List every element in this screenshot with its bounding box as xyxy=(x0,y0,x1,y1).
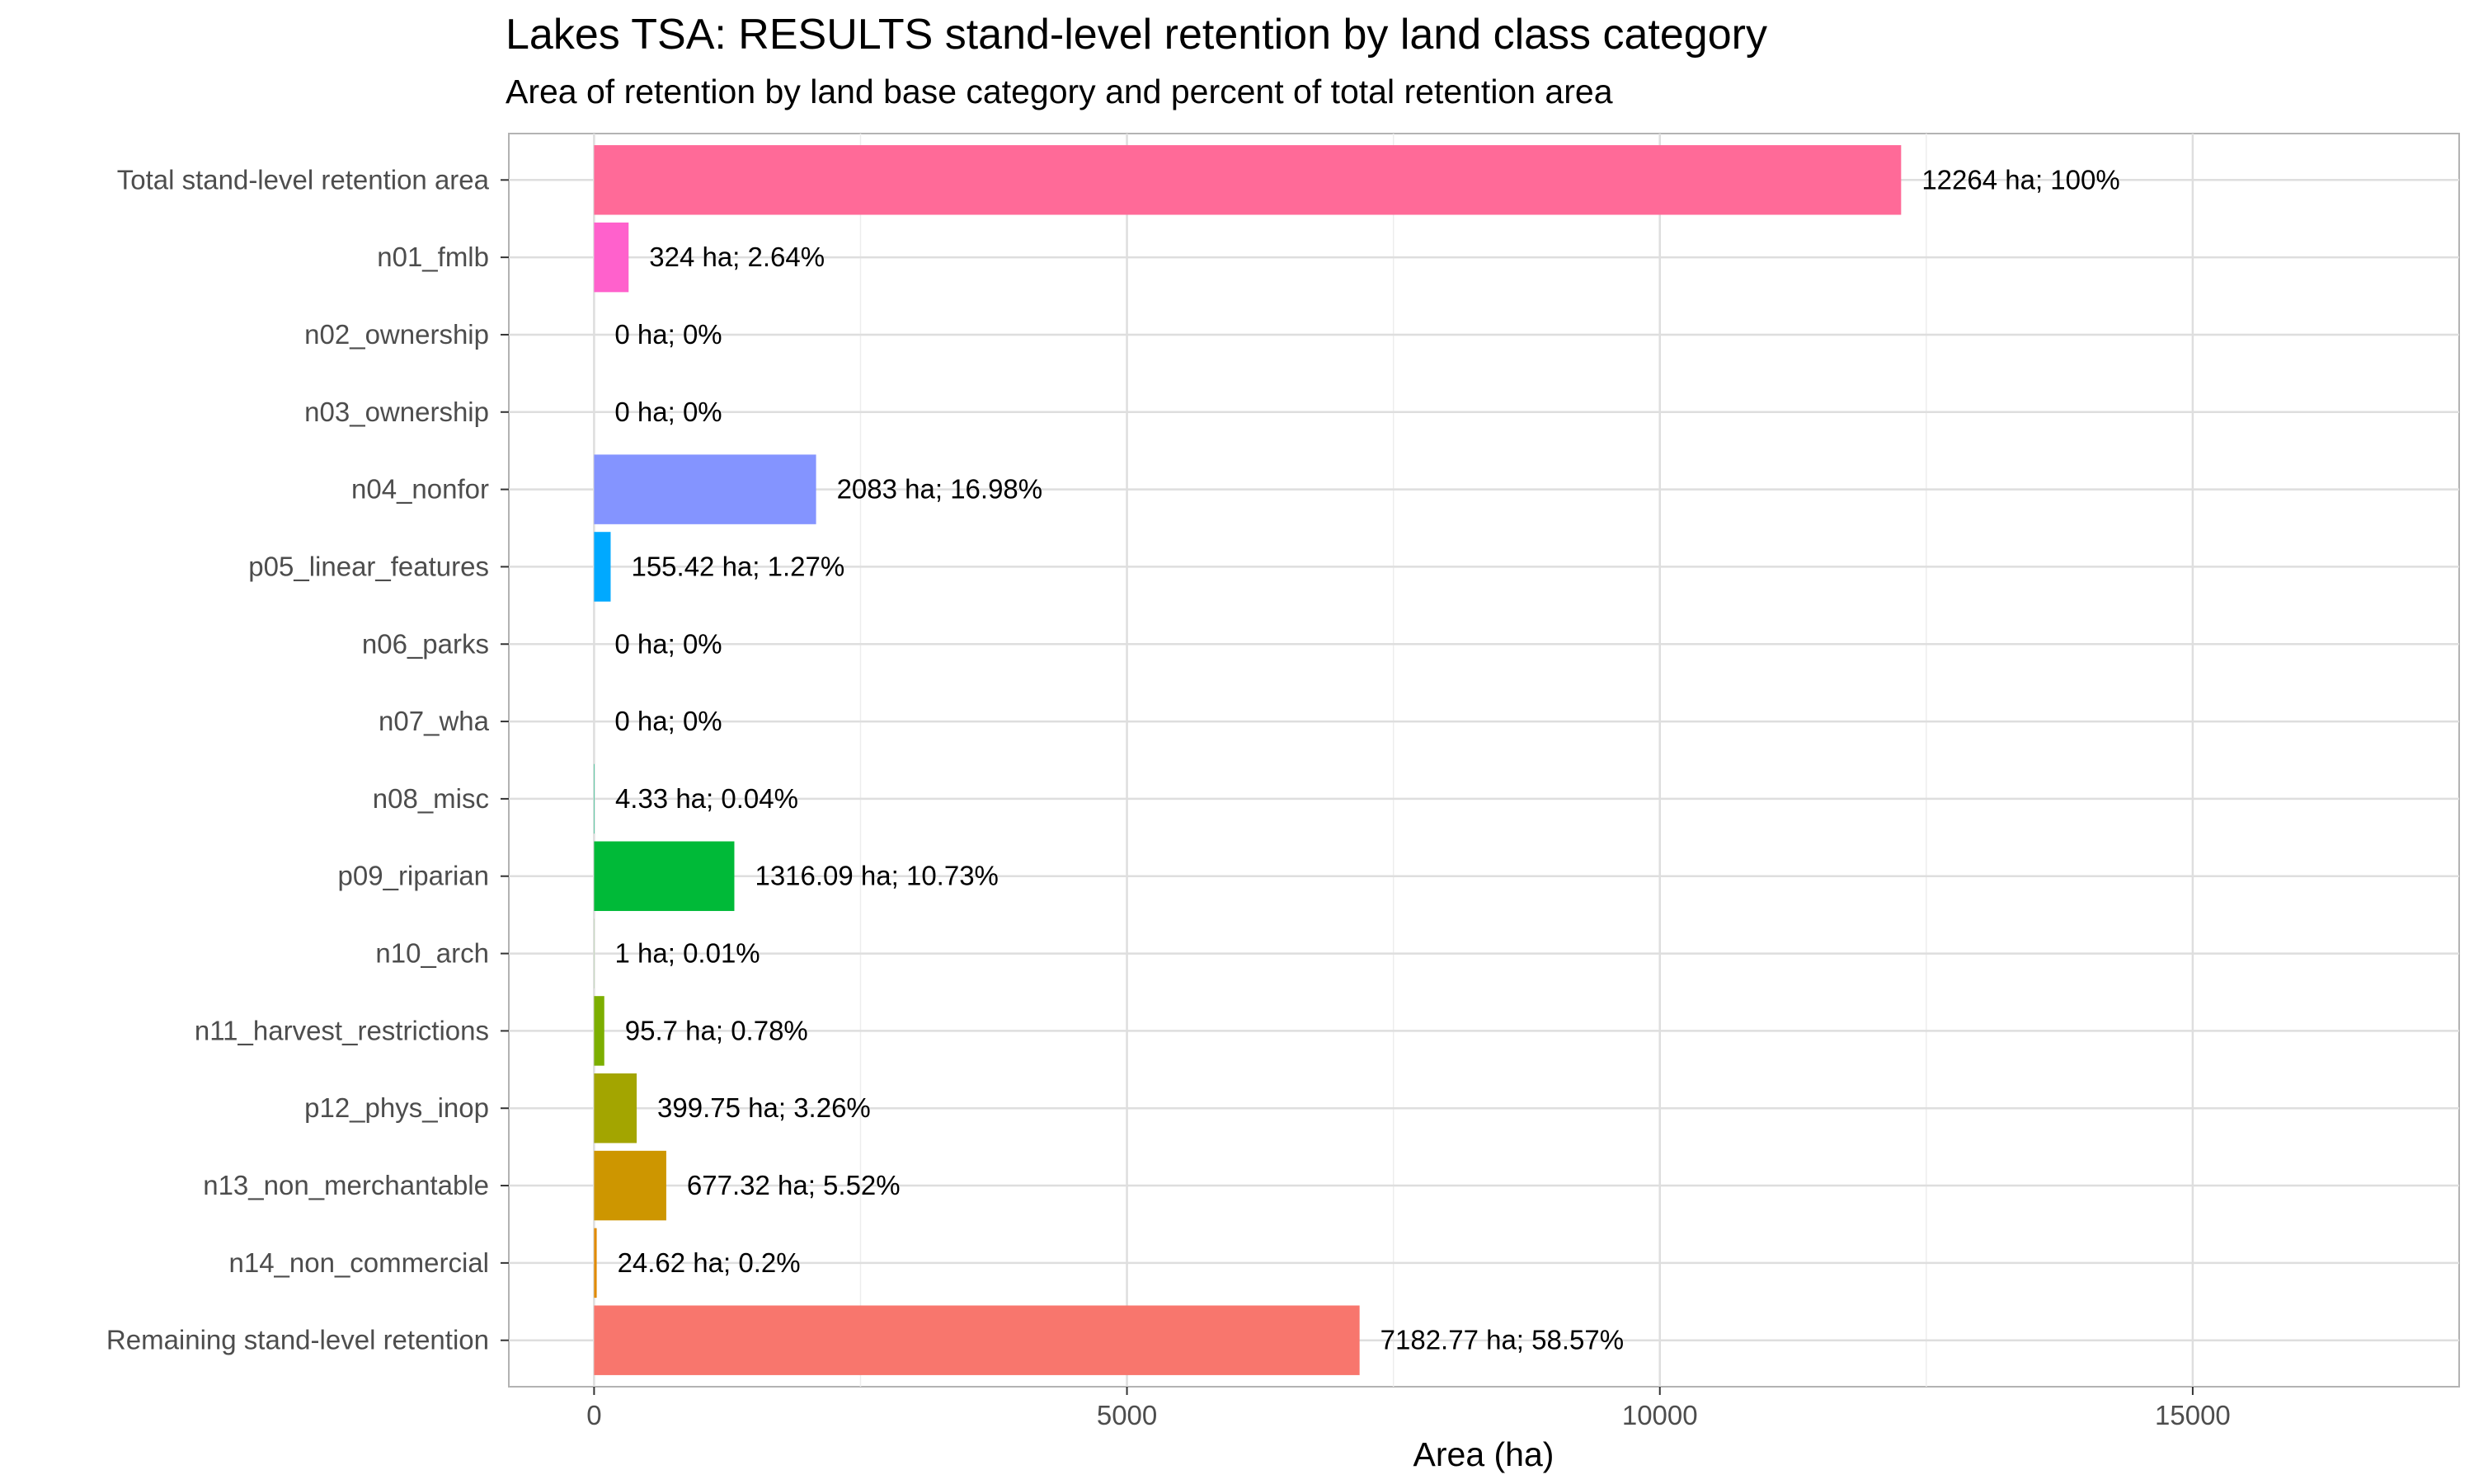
bar-value-label: 24.62 ha; 0.2% xyxy=(618,1247,801,1278)
chart-title: Lakes TSA: RESULTS stand-level retention… xyxy=(506,11,1767,59)
bar-value-label: 324 ha; 2.64% xyxy=(649,242,825,272)
x-tick-label: 10000 xyxy=(1622,1400,1698,1430)
y-tick-label: Total stand-level retention area xyxy=(117,164,490,195)
y-axis: Total stand-level retention area n01_fmlb… xyxy=(106,164,509,1355)
bars xyxy=(594,145,1902,1375)
x-axis: 0 5000 10000 15000 xyxy=(586,1387,2231,1430)
y-tick-label: n13_non_merchantable xyxy=(203,1170,489,1200)
bar xyxy=(594,763,595,834)
bar xyxy=(594,222,629,293)
y-tick-label: p12_phys_inop xyxy=(304,1092,489,1123)
bar xyxy=(594,996,604,1066)
bar-value-label: 1 ha; 0.01% xyxy=(615,938,760,969)
bar xyxy=(594,145,1902,215)
x-tick-label: 5000 xyxy=(1097,1400,1157,1430)
y-tick-label: n02_ownership xyxy=(304,319,489,350)
bar xyxy=(594,532,611,602)
bar xyxy=(594,454,816,524)
x-tick-label: 15000 xyxy=(2155,1400,2231,1430)
y-tick-label: p09_riparian xyxy=(338,861,489,891)
y-tick-label: Remaining stand-level retention xyxy=(106,1325,489,1355)
bar-value-label: 1316.09 ha; 10.73% xyxy=(755,861,998,891)
bar-labels: 12264 ha; 100% 324 ha; 2.64% 0 ha; 0% 0 ha;… xyxy=(614,164,2119,1355)
bar-value-label: 0 ha; 0% xyxy=(614,628,722,659)
bar-value-label: 2083 ha; 16.98% xyxy=(837,474,1043,505)
bar xyxy=(594,1073,637,1144)
bar-value-label: 95.7 ha; 0.78% xyxy=(625,1015,808,1045)
bar-value-label: 0 ha; 0% xyxy=(614,706,722,736)
y-tick-label: n08_misc xyxy=(373,783,489,814)
bar xyxy=(594,1150,666,1221)
bar-value-label: 155.42 ha; 1.27% xyxy=(631,551,844,581)
bar-value-label: 0 ha; 0% xyxy=(614,397,722,427)
x-axis-title: Area (ha) xyxy=(1413,1435,1554,1473)
plot-panel xyxy=(508,133,2460,1388)
bar xyxy=(594,841,735,911)
bar-value-label: 12264 ha; 100% xyxy=(1921,164,2119,195)
bar-value-label: 7182.77 ha; 58.57% xyxy=(1380,1325,1624,1355)
y-tick-label: n06_parks xyxy=(362,628,489,659)
y-tick-label: p05_linear_features xyxy=(248,551,489,581)
y-tick-label: n03_ownership xyxy=(304,397,489,427)
y-tick-label: n14_non_commercial xyxy=(228,1247,489,1278)
bar-value-label: 0 ha; 0% xyxy=(614,319,722,350)
bar-value-label: 4.33 ha; 0.04% xyxy=(615,783,798,814)
y-tick-label: n11_harvest_restrictions xyxy=(195,1015,489,1045)
y-tick-label: n04_nonfor xyxy=(351,474,489,505)
y-tick-label: n10_arch xyxy=(375,938,489,969)
bar xyxy=(594,1305,1360,1375)
y-tick-label: n01_fmlb xyxy=(377,242,489,272)
y-tick-label: n07_wha xyxy=(379,706,490,736)
bar xyxy=(594,1228,597,1298)
chart-subtitle: Area of retention by land base category … xyxy=(506,73,1613,110)
bar-value-label: 677.32 ha; 5.52% xyxy=(687,1170,901,1200)
x-tick-label: 0 xyxy=(586,1400,601,1430)
bar-value-label: 399.75 ha; 3.26% xyxy=(657,1092,871,1123)
